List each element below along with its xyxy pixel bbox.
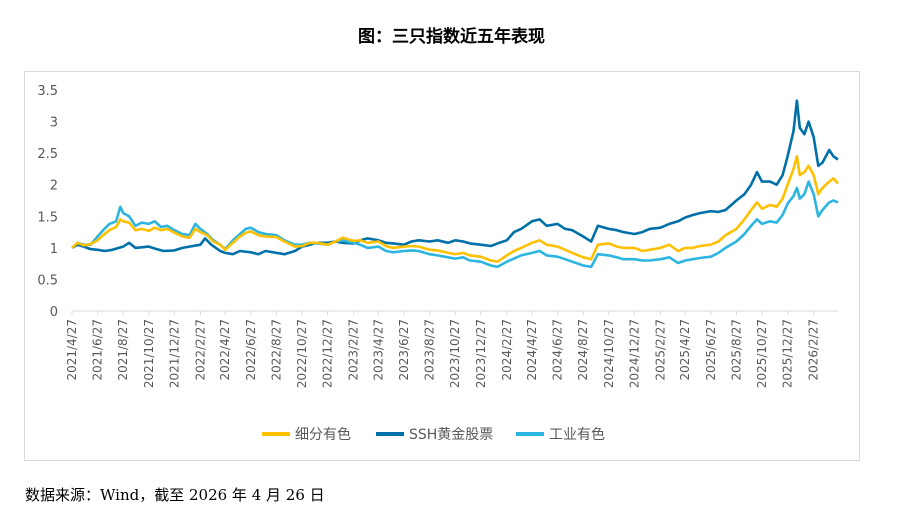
y-tick-label: 1.5 bbox=[37, 210, 58, 225]
y-tick-label: 2 bbox=[50, 179, 58, 194]
x-tick-label: 2023/8/27 bbox=[423, 319, 437, 381]
x-tick-label: 2025/8/27 bbox=[729, 319, 743, 381]
chart-title: 图：三只指数近五年表现 bbox=[358, 27, 545, 47]
x-tick-label: 2024/6/27 bbox=[551, 319, 565, 381]
x-tick-label: 2023/4/27 bbox=[371, 319, 385, 381]
x-tick-label: 2025/2/27 bbox=[653, 319, 667, 381]
legend-label: 细分有色 bbox=[295, 426, 351, 443]
x-tick-label: 2021/8/27 bbox=[116, 319, 130, 381]
chart-frame bbox=[24, 71, 860, 461]
x-axis: 2021/4/27 2021/6/27 2021/8/27 2021/10/27 202… bbox=[65, 310, 838, 388]
x-tick-label: 2023/12/27 bbox=[474, 319, 488, 388]
x-tick-label: 2021/10/27 bbox=[142, 319, 156, 388]
x-tick-label: 2022/4/27 bbox=[218, 319, 232, 381]
y-tick-label: 0.5 bbox=[37, 273, 58, 288]
x-tick-label: 2024/12/27 bbox=[627, 319, 641, 388]
y-tick-label: 3 bbox=[50, 116, 58, 131]
y-axis: 0 0.5 1 1.5 2 2.5 3 3.5 bbox=[37, 84, 58, 320]
x-tick-label: 2023/10/27 bbox=[448, 319, 462, 388]
x-tick-label: 2024/4/27 bbox=[525, 319, 539, 381]
y-tick-label: 3.5 bbox=[37, 84, 58, 99]
x-tick-label: 2025/6/27 bbox=[704, 319, 718, 381]
y-tick-label: 2.5 bbox=[37, 147, 58, 162]
y-tick-label: 0 bbox=[50, 305, 58, 320]
legend: 细分有色 SSH黄金股票 工业有色 bbox=[262, 426, 605, 443]
y-tick-label: 1 bbox=[50, 242, 58, 257]
x-tick-label: 2022/8/27 bbox=[269, 319, 283, 381]
x-tick-label: 2021/4/27 bbox=[65, 319, 79, 381]
x-tick-label: 2026/2/27 bbox=[807, 319, 821, 381]
x-tick-label: 2022/10/27 bbox=[295, 319, 309, 388]
series-line-1 bbox=[71, 99, 839, 256]
series-line-2 bbox=[71, 180, 839, 269]
x-tick-label: 2022/2/27 bbox=[193, 319, 207, 381]
x-tick-label: 2022/12/27 bbox=[321, 319, 335, 388]
legend-label: 工业有色 bbox=[549, 426, 605, 443]
x-tick-label: 2023/6/27 bbox=[397, 319, 411, 381]
x-tick-label: 2021/12/27 bbox=[167, 319, 181, 388]
x-tick-label: 2023/2/27 bbox=[347, 319, 361, 381]
x-tick-label: 2025/12/27 bbox=[781, 319, 795, 388]
series-lines bbox=[71, 99, 839, 269]
x-tick-label: 2025/4/27 bbox=[678, 319, 692, 381]
data-source-note: 数据来源：Wind，截至 2026 年 4 月 26 日 bbox=[25, 486, 325, 504]
x-tick-label: 2025/10/27 bbox=[755, 319, 769, 388]
x-tick-label: 2021/6/27 bbox=[91, 319, 105, 381]
series-line-0 bbox=[71, 155, 839, 264]
x-tick-label: 2024/2/27 bbox=[500, 319, 514, 381]
legend-label: SSH黄金股票 bbox=[409, 426, 493, 443]
x-tick-label: 2024/8/27 bbox=[576, 319, 590, 381]
x-tick-label: 2024/10/27 bbox=[602, 319, 616, 388]
x-tick-label: 2022/6/27 bbox=[244, 319, 258, 381]
